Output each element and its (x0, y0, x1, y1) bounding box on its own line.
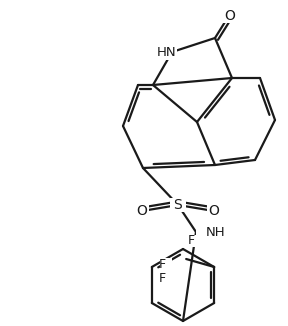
Text: F: F (159, 273, 166, 286)
Bar (160, 258, 172, 270)
Text: O: O (137, 204, 147, 218)
Text: HN: HN (157, 47, 177, 60)
Text: S: S (174, 198, 182, 212)
Bar (135, 204, 149, 217)
Text: O: O (225, 9, 235, 23)
Bar (185, 235, 197, 247)
Bar (223, 9, 237, 22)
Bar (157, 47, 177, 60)
Bar (170, 198, 186, 212)
Bar (196, 226, 216, 239)
Text: O: O (209, 204, 219, 218)
Bar (160, 273, 172, 285)
Text: F: F (187, 234, 195, 247)
Text: F: F (159, 258, 166, 271)
Text: NH: NH (206, 226, 226, 239)
Bar (207, 204, 221, 217)
